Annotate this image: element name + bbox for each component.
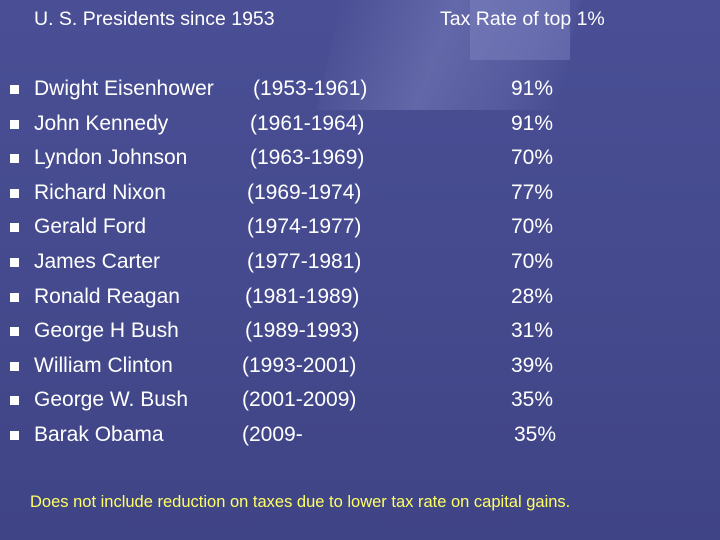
presidents-list: Dwight Eisenhower (1953-1961) 91% John K… <box>0 74 720 455</box>
square-bullet-icon <box>10 223 19 233</box>
term-years: (1981-1989) <box>245 284 360 308</box>
presidents-heading: U. S. Presidents since 1953 <box>34 8 275 30</box>
term-years: (2009- <box>242 422 303 446</box>
list-item: Barak Obama (2009- 35% <box>0 420 720 455</box>
term-years: (2001-2009) <box>242 388 357 412</box>
square-bullet-icon <box>10 154 19 164</box>
president-name: James Carter <box>34 249 161 273</box>
square-bullet-icon <box>10 361 19 371</box>
president-name: George W. Bush <box>34 388 189 412</box>
term-years: (1961-1964) <box>250 111 365 135</box>
president-name: Gerald Ford <box>34 215 147 239</box>
list-item: James Carter (1977-1981) 70% <box>0 247 720 282</box>
square-bullet-icon <box>10 396 19 406</box>
president-name: Ronald Reagan <box>34 284 180 308</box>
list-item: Ronald Reagan (1981-1989) 28% <box>0 282 720 317</box>
president-name: George H Bush <box>34 319 179 343</box>
tax-rate-heading: Tax Rate of top 1% <box>440 8 605 30</box>
president-name: Richard Nixon <box>34 180 166 204</box>
term-years: (1953-1961) <box>253 77 368 100</box>
tax-rate: 35% <box>514 422 557 446</box>
term-years: (1977-1981) <box>247 249 362 273</box>
president-name: William Clinton <box>34 353 173 377</box>
list-item: George W. Bush (2001-2009) 35% <box>0 385 720 420</box>
term-years: (1963-1969) <box>250 146 365 170</box>
president-name: Lyndon Johnson <box>34 146 188 170</box>
list-item: Gerald Ford (1974-1977) 70% <box>0 212 720 247</box>
list-item: Dwight Eisenhower (1953-1961) 91% <box>0 74 720 109</box>
footnote: Does not include reduction on taxes due … <box>30 493 571 511</box>
square-bullet-icon <box>10 85 19 94</box>
square-bullet-icon <box>10 327 19 337</box>
term-years: (1993-2001) <box>242 353 357 377</box>
list-item: George H Bush (1989-1993) 31% <box>0 316 720 351</box>
background-highlight-accent <box>470 0 570 60</box>
tax-rate: 70% <box>511 215 554 239</box>
list-item: Lyndon Johnson (1963-1969) 70% <box>0 143 720 178</box>
tax-rate: 28% <box>511 284 554 308</box>
square-bullet-icon <box>10 430 19 440</box>
tax-rate: 91% <box>511 111 554 135</box>
square-bullet-icon <box>10 119 19 129</box>
president-name: Barak Obama <box>34 422 164 446</box>
square-bullet-icon <box>10 188 19 198</box>
tax-rate: 77% <box>511 180 554 204</box>
list-item: William Clinton (1993-2001) 39% <box>0 351 720 386</box>
list-item: John Kennedy (1961-1964) 91% <box>0 109 720 144</box>
tax-rate: 31% <box>511 319 554 343</box>
list-item: Richard Nixon (1969-1974) 77% <box>0 178 720 213</box>
president-name: John Kennedy <box>34 111 169 135</box>
tax-rate: 70% <box>511 249 554 273</box>
tax-rate: 70% <box>511 146 554 170</box>
term-years: (1974-1977) <box>247 215 362 239</box>
tax-rate: 35% <box>511 388 554 412</box>
term-years: (1989-1993) <box>245 319 360 343</box>
square-bullet-icon <box>10 257 19 267</box>
president-name: Dwight Eisenhower <box>34 77 214 100</box>
square-bullet-icon <box>10 292 19 302</box>
tax-rate: 39% <box>511 353 554 377</box>
tax-rate: 91% <box>511 77 554 100</box>
term-years: (1969-1974) <box>247 180 362 204</box>
